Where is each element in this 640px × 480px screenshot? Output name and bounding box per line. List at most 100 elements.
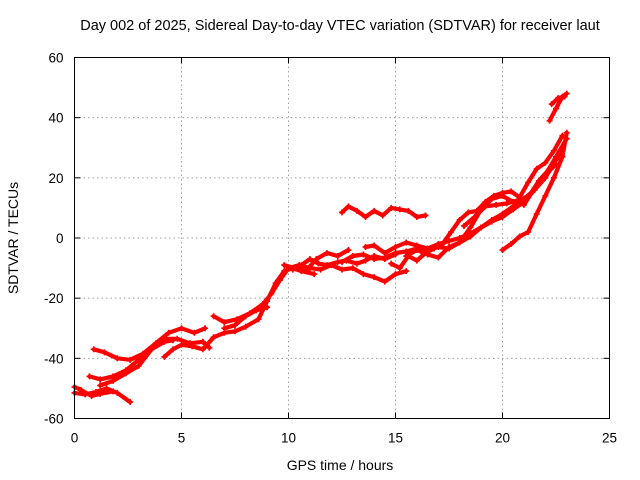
data-point bbox=[362, 213, 369, 220]
data-point bbox=[306, 256, 313, 263]
data-point bbox=[199, 346, 206, 353]
data-point bbox=[535, 177, 542, 184]
data-point bbox=[339, 259, 345, 266]
data-point bbox=[403, 239, 410, 246]
data-point bbox=[520, 201, 527, 208]
data-point bbox=[221, 319, 228, 326]
data-point bbox=[276, 277, 283, 284]
data-point bbox=[360, 271, 367, 278]
data-point bbox=[508, 188, 515, 195]
series-line bbox=[162, 266, 317, 359]
data-point bbox=[298, 262, 305, 269]
series-track-14 bbox=[339, 203, 429, 220]
data-point bbox=[324, 262, 331, 269]
data-point bbox=[97, 376, 104, 383]
series-track-17 bbox=[499, 129, 570, 254]
data-point bbox=[253, 307, 260, 314]
chart-title: Day 002 of 2025, Sidereal Day-to-day VTE… bbox=[80, 18, 600, 34]
data-point bbox=[379, 212, 386, 219]
data-point bbox=[510, 206, 517, 213]
data-point bbox=[448, 228, 455, 235]
data-point bbox=[169, 346, 176, 353]
data-point bbox=[311, 271, 318, 278]
y-tick-label: 20 bbox=[48, 171, 63, 186]
x-tick-label: 15 bbox=[388, 431, 403, 446]
data-point bbox=[199, 338, 206, 345]
y-tick-label: -20 bbox=[44, 291, 64, 306]
data-point bbox=[127, 356, 134, 363]
data-point bbox=[431, 245, 438, 252]
data-point bbox=[508, 241, 515, 248]
data-point bbox=[553, 105, 559, 112]
series-layer bbox=[71, 90, 570, 405]
data-point bbox=[206, 344, 213, 351]
data-point bbox=[317, 266, 324, 273]
data-point bbox=[550, 147, 557, 154]
data-point bbox=[221, 325, 228, 332]
data-point bbox=[122, 370, 129, 377]
data-point bbox=[165, 329, 172, 336]
data-point bbox=[482, 203, 489, 210]
data-point bbox=[77, 386, 84, 393]
x-tick-label: 10 bbox=[281, 431, 296, 446]
y-tick-labels: -60 -40 -20 0 20 40 60 bbox=[44, 51, 64, 427]
data-point bbox=[139, 350, 146, 357]
data-point bbox=[345, 203, 352, 210]
data-point bbox=[97, 382, 104, 389]
data-point bbox=[503, 200, 510, 207]
grid bbox=[74, 57, 610, 419]
data-point bbox=[349, 253, 356, 260]
data-point bbox=[446, 244, 452, 251]
series-line bbox=[461, 151, 563, 229]
data-point bbox=[403, 268, 410, 275]
data-point bbox=[178, 341, 185, 348]
data-point bbox=[396, 265, 403, 272]
data-point bbox=[97, 390, 104, 397]
series-track-08 bbox=[221, 304, 271, 332]
data-point bbox=[302, 268, 309, 275]
data-point bbox=[103, 385, 110, 392]
data-point bbox=[550, 174, 557, 181]
data-point bbox=[460, 222, 467, 229]
data-point bbox=[86, 373, 93, 380]
x-tick-label: 20 bbox=[495, 431, 510, 446]
series-track-06 bbox=[161, 265, 318, 360]
data-point bbox=[488, 218, 495, 225]
data-point bbox=[516, 233, 523, 240]
data-point bbox=[360, 251, 367, 258]
data-point bbox=[413, 213, 420, 220]
data-point bbox=[533, 165, 540, 172]
data-point bbox=[371, 256, 378, 263]
data-point bbox=[435, 254, 442, 261]
data-point bbox=[499, 192, 506, 199]
data-point bbox=[339, 266, 345, 273]
data-point bbox=[110, 377, 117, 384]
data-point bbox=[232, 328, 238, 335]
data-point bbox=[110, 388, 117, 395]
data-point bbox=[161, 353, 168, 360]
data-point bbox=[499, 247, 506, 254]
data-point bbox=[178, 325, 185, 332]
data-point bbox=[396, 206, 403, 213]
data-point bbox=[563, 129, 570, 136]
y-axis-title: SDTVAR / TECUs bbox=[5, 182, 21, 294]
data-point bbox=[264, 304, 271, 311]
data-point bbox=[148, 346, 155, 353]
data-point bbox=[349, 265, 356, 272]
data-point bbox=[324, 250, 331, 257]
data-point bbox=[101, 349, 108, 356]
data-point bbox=[413, 257, 420, 264]
data-point bbox=[362, 244, 369, 251]
data-point bbox=[161, 338, 168, 345]
data-point bbox=[548, 101, 555, 108]
data-point bbox=[392, 244, 399, 251]
data-point bbox=[403, 253, 410, 260]
data-point bbox=[371, 242, 378, 249]
data-point bbox=[362, 257, 369, 264]
data-point bbox=[242, 323, 249, 330]
data-point bbox=[388, 260, 395, 267]
data-point bbox=[563, 90, 570, 97]
x-tick-label: 25 bbox=[602, 431, 617, 446]
data-point bbox=[189, 343, 196, 350]
data-point bbox=[232, 322, 238, 329]
